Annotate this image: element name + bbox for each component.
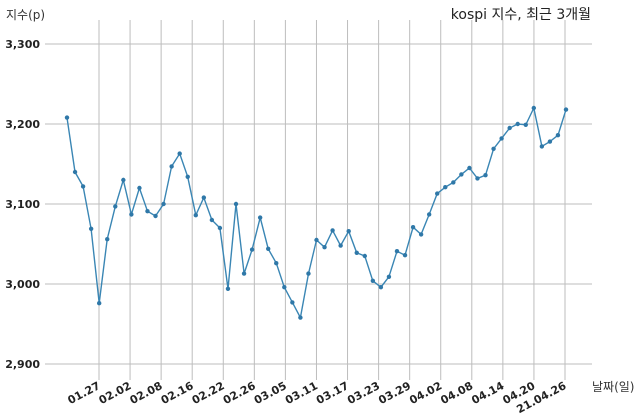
- x-tick-label: 02.26: [221, 379, 258, 407]
- data-point: [515, 121, 520, 127]
- data-point: [547, 139, 553, 144]
- data-point: [306, 271, 311, 276]
- y-tick-label: 3,300: [5, 38, 40, 51]
- x-tick-labels: 01.2702.0202.0802.1602.2202.2603.0503.11…: [66, 379, 569, 416]
- data-point: [193, 213, 198, 218]
- data-point: [467, 165, 472, 171]
- y-tick-label: 2,900: [5, 358, 40, 371]
- data-point: [499, 136, 504, 141]
- data-point: [282, 285, 287, 290]
- x-tick-label: 03.17: [314, 379, 351, 407]
- data-point: [322, 245, 327, 250]
- data-point: [121, 177, 126, 183]
- data-point: [443, 185, 448, 190]
- data-point: [475, 176, 480, 181]
- data-point: [555, 133, 561, 138]
- data-point: [80, 184, 86, 189]
- data-point: [290, 300, 295, 305]
- data-point: [105, 237, 110, 242]
- data-point: [314, 237, 319, 243]
- data-point: [274, 261, 279, 266]
- data-point: [563, 107, 569, 112]
- y-tick-label: 3,000: [5, 278, 40, 291]
- x-tick-label: 04.02: [407, 379, 444, 407]
- x-tick-label: 02.02: [97, 379, 134, 407]
- data-point: [507, 125, 512, 131]
- x-tick-label: 02.16: [159, 379, 196, 407]
- x-tick-label: 03.11: [283, 379, 320, 407]
- data-point: [249, 247, 255, 252]
- data-point: [370, 278, 376, 283]
- data-point: [491, 146, 496, 151]
- data-point: [137, 185, 142, 191]
- data-point: [72, 169, 78, 175]
- data-points: [64, 105, 569, 320]
- data-point: [523, 122, 528, 128]
- x-tick-label: 03.29: [376, 379, 413, 407]
- y-tick-label: 3,100: [5, 198, 40, 211]
- data-point: [483, 173, 488, 178]
- data-point: [410, 225, 416, 230]
- data-point: [153, 213, 158, 219]
- data-point: [145, 209, 150, 214]
- chart-title: kospi 지수, 최근 3개월: [450, 7, 591, 23]
- data-point: [217, 225, 223, 231]
- data-point: [459, 172, 464, 177]
- x-tick-label: 03.05: [252, 379, 289, 407]
- data-point: [241, 271, 247, 276]
- grid: [45, 20, 592, 380]
- data-point: [64, 115, 70, 120]
- x-tick-label: 01.27: [66, 379, 103, 407]
- data-point: [362, 253, 367, 259]
- x-tick-label: 03.23: [345, 379, 382, 407]
- x-tick-label: 02.22: [190, 379, 227, 407]
- data-point: [394, 249, 400, 254]
- data-point: [96, 301, 102, 306]
- data-point: [201, 195, 207, 200]
- y-tick-label: 3,200: [5, 118, 40, 131]
- data-point: [266, 246, 271, 251]
- data-point: [169, 164, 174, 169]
- data-point: [233, 201, 239, 207]
- data-point: [209, 217, 215, 223]
- data-point: [113, 204, 118, 209]
- data-point: [298, 315, 303, 320]
- data-point: [539, 144, 545, 149]
- data-point: [225, 286, 231, 291]
- data-point: [451, 180, 456, 185]
- data-point: [330, 228, 335, 233]
- x-tick-label: 04.08: [438, 379, 475, 407]
- x-axis-label: 날짜(일): [592, 380, 635, 394]
- data-point: [386, 274, 392, 279]
- data-point: [418, 232, 424, 237]
- data-point: [435, 191, 440, 196]
- data-point: [257, 215, 263, 220]
- data-point: [185, 174, 190, 179]
- data-point: [426, 212, 432, 217]
- data-point: [354, 250, 359, 255]
- y-axis-label: 지수(p): [6, 8, 46, 22]
- x-tick-label: 02.08: [128, 379, 165, 407]
- data-point: [531, 105, 537, 111]
- data-point: [346, 229, 351, 234]
- y-tick-labels: 2,900 3,000 3,100 3,200 3,300: [5, 38, 40, 371]
- data-point: [378, 285, 384, 290]
- data-point: [177, 151, 182, 156]
- data-point: [338, 243, 343, 248]
- data-point: [402, 253, 408, 258]
- x-tick-label: 04.14: [469, 379, 506, 407]
- data-point: [129, 212, 134, 217]
- data-point: [88, 226, 94, 231]
- data-point: [161, 201, 166, 207]
